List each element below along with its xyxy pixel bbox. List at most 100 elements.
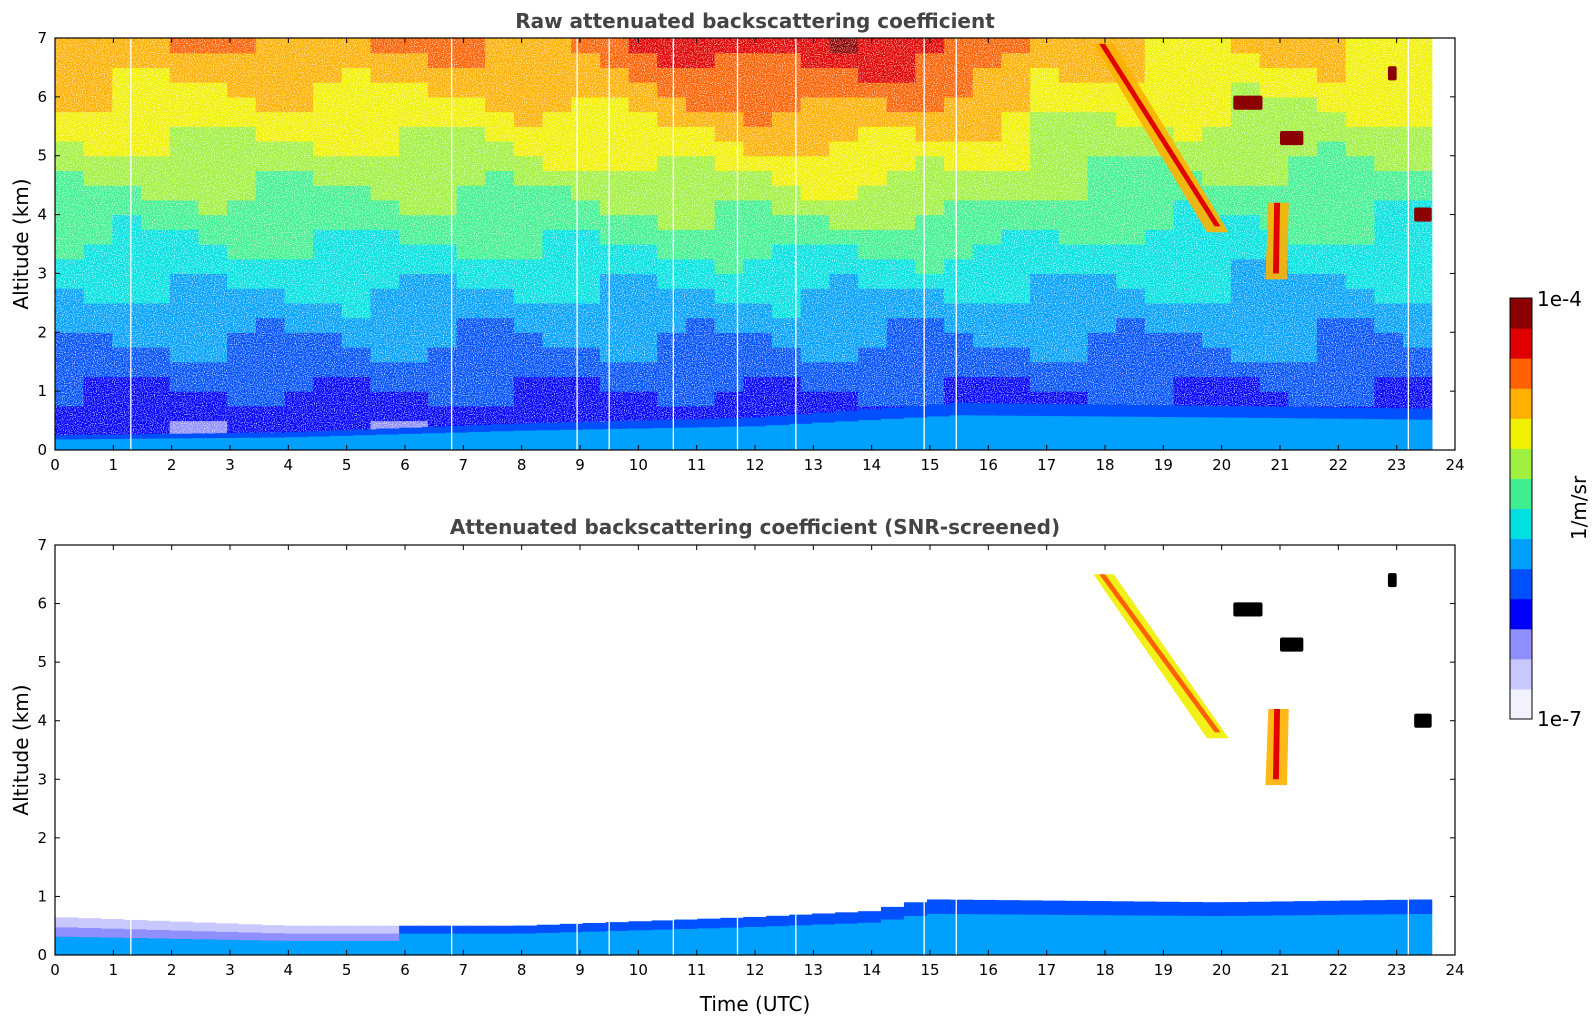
screened-boundary-layer-cell [1202, 902, 1226, 917]
screened-boundary-layer-cell [399, 947, 423, 955]
raw-boundary-layer-cell [697, 426, 721, 435]
raw-boundary-layer-cell [1156, 405, 1180, 418]
screened-dense-cloud [1414, 713, 1432, 728]
raw-boundary-layer-cell [536, 443, 561, 450]
raw-boundary-layer-cell [1294, 407, 1318, 419]
screened-boundary-layer-cell [1179, 941, 1203, 955]
raw-boundary-layer-cell [628, 427, 653, 436]
colorbar-min-label: 1e-7 [1537, 707, 1582, 731]
raw-x-tick-label: 14 [862, 456, 881, 474]
screened-boundary-layer-cell [674, 946, 699, 955]
raw-boundary-layer-cell [559, 443, 584, 450]
raw-boundary-layer-cell [215, 441, 240, 447]
screened-boundary-layer-cell [445, 947, 469, 955]
raw-boundary-layer-cell [903, 439, 928, 450]
raw-boundary-layer-cell [1179, 438, 1203, 450]
raw-boundary-layer-cell [1294, 428, 1318, 440]
screened-boundary-layer-cell [628, 921, 653, 931]
raw-boundary-layer-cell [1339, 407, 1364, 419]
raw-boundary-layer-cell [1156, 438, 1180, 450]
screened-boundary-layer-cell [835, 922, 859, 935]
raw-boundary-layer-cell [353, 439, 377, 446]
screened-x-tick-label: 9 [575, 961, 585, 979]
screened-boundary-layer-cell [926, 941, 951, 955]
raw-boundary-layer-cell [651, 427, 676, 436]
raw-boundary-layer-cell [651, 434, 676, 444]
raw-boundary-layer-cell [1110, 438, 1134, 450]
raw-boundary-layer-cell [468, 425, 492, 432]
screened-boundary-layer-cell [422, 947, 446, 955]
raw-boundary-layer-cell [972, 438, 997, 450]
screened-boundary-layer-cell [192, 946, 217, 955]
raw-x-tick-label: 2 [167, 456, 177, 474]
screened-boundary-layer-cell [628, 938, 653, 948]
screened-boundary-layer-cell [284, 940, 308, 949]
raw-boundary-layer-cell [1316, 428, 1341, 440]
screened-boundary-layer-cell [697, 918, 721, 929]
screened-boundary-layer-cell [1316, 914, 1341, 929]
raw-boundary-layer-cell [812, 440, 836, 450]
raw-boundary-layer-cell [1041, 426, 1066, 440]
raw-boundary-layer-cell [422, 438, 446, 445]
screened-y-tick-label: 2 [37, 829, 47, 847]
colorbar-segment [1510, 298, 1532, 329]
screened-boundary-layer-cell [513, 925, 538, 934]
colorbar-segment [1510, 688, 1532, 720]
screened-y-tick-label: 3 [37, 770, 47, 788]
screened-boundary-layer-cell [881, 942, 905, 955]
raw-boundary-layer-cell [972, 426, 997, 439]
raw-boundary-layer-cell [1225, 428, 1249, 440]
raw-boundary-layer-cell [169, 441, 194, 447]
screened-boundary-layer-cell [146, 946, 171, 955]
raw-boundary-layer-cell [926, 438, 951, 450]
raw-boundary-layer-cell [1362, 418, 1387, 430]
screened-boundary-layer-cell [1385, 913, 1410, 929]
screened-boundary-layer-cell [261, 947, 286, 955]
raw-y-tick-label: 6 [37, 88, 47, 106]
raw-boundary-layer-cell [536, 429, 561, 438]
screened-boundary-layer-cell [582, 946, 607, 955]
raw-boundary-layer-cell [582, 421, 607, 430]
screened-boundary-layer-cell [858, 933, 882, 945]
raw-boundary-layer-cell [307, 440, 331, 446]
screened-boundary-layer-cell [1179, 915, 1203, 930]
raw-x-tick-label: 0 [50, 456, 60, 474]
screened-x-axis: 0 1 2 3 4 5 6 7 8 9 10 11 12 13 14 15 16 17 18 19 20 21 22 23 24 [50, 545, 1465, 979]
raw-boundary-layer-cell [399, 444, 423, 450]
raw-boundary-layer-cell [55, 438, 79, 444]
screened-boundary-layer-cell [307, 933, 331, 941]
raw-boundary-layer-cell [1271, 417, 1295, 429]
raw-boundary-layer-cell [1248, 406, 1272, 418]
screened-boundary-layer-cell [376, 933, 400, 941]
screened-boundary-layer-cell [1248, 915, 1272, 929]
screened-boundary-layer-cell [812, 934, 836, 946]
screened-boundary-layer-cell [422, 940, 446, 949]
raw-x-tick-label: 1 [109, 456, 119, 474]
raw-boundary-layer-cell [1018, 403, 1043, 416]
raw-boundary-layer-cell [77, 442, 102, 447]
raw-boundary-layer-cell [1408, 408, 1433, 420]
raw-y-axis-label: Altitude (km) [9, 178, 33, 309]
screened-boundary-layer-cell [858, 922, 882, 934]
screened-boundary-layer-cell [399, 925, 423, 934]
screened-boundary-layer-cell [192, 922, 217, 932]
raw-boundary-layer-cell [307, 435, 331, 442]
raw-boundary-layer-cell [330, 445, 354, 450]
raw-boundary-layer-cell [881, 418, 905, 430]
screened-boundary-layer-cell [536, 932, 561, 941]
screened-boundary-layer-cell [789, 934, 813, 946]
raw-boundary-layer-cell [628, 435, 653, 444]
screened-boundary-layer-cell [468, 925, 492, 934]
raw-boundary-layer-cell [513, 443, 538, 450]
screened-boundary-layer-cell [1408, 899, 1433, 914]
screened-boundary-layer-cell [536, 924, 561, 933]
raw-boundary-layer-cell [1385, 408, 1410, 420]
raw-boundary-layer-cell [1362, 407, 1387, 420]
raw-boundary-layer-cell [445, 431, 469, 439]
raw-boundary-layer-cell [559, 422, 584, 430]
raw-boundary-layer-cell [995, 415, 1020, 428]
screened-boundary-layer-cell [1362, 913, 1387, 929]
raw-boundary-layer-cell [628, 442, 653, 450]
screened-boundary-layer-cell [353, 940, 377, 949]
raw-boundary-layer-cell [1064, 415, 1089, 428]
